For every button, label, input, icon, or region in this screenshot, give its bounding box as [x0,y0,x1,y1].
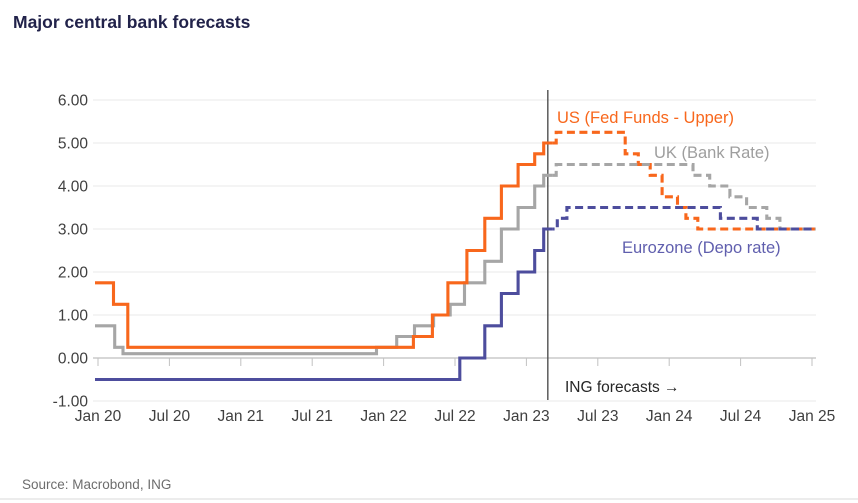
eurozone-depo-history-line [95,227,553,382]
source-note: Source: Macrobond, ING [22,477,171,492]
x-tick-label: Jan 23 [503,408,550,425]
x-tick-label: Jul 20 [149,408,191,425]
eurozone-depo-forecast-line [552,205,816,231]
uk-bank-rate-history-line [95,173,553,356]
x-tick-label: Jul 21 [292,408,333,425]
series-label-eurozone: Eurozone (Depo rate) [622,239,781,257]
x-tick-label: Jan 21 [218,408,265,425]
y-tick-label: 2.00 [58,265,89,282]
us-fed-funds-forecast-line [552,130,816,231]
us-fed-funds-history-line [95,141,553,349]
y-tick-label: 3.00 [58,222,89,239]
y-tick-label: 4.00 [58,179,89,196]
x-tick-label: Jan 24 [646,408,693,425]
page-title: Major central bank forecasts [13,12,251,32]
forecast-annotation: ING forecasts → [565,379,680,396]
x-tick-label: Jul 22 [434,408,475,425]
uk-bank-rate-forecast-line [552,162,816,231]
y-tick-label: -1.00 [53,394,89,411]
x-tick-label: Jul 24 [720,408,762,425]
x-tick-label: Jan 20 [75,408,122,425]
x-tick-label: Jul 23 [577,408,618,425]
y-axis: 6.00 5.00 4.00 3.00 2.00 1.00 0.00 -1.00 [53,93,89,411]
y-tick-label: 1.00 [58,308,89,325]
y-tick-label: 0.00 [58,351,89,368]
series-label-us: US (Fed Funds - Upper) [557,109,734,127]
series-label-uk: UK (Bank Rate) [654,144,770,162]
x-axis: Jan 20 Jul 20 Jan 21 Jul 21 Jan 22 Jul 22 Jan … [75,358,836,425]
y-tick-label: 6.00 [58,93,89,110]
x-tick-label: Jan 22 [360,408,407,425]
x-tick-label: Jan 25 [789,408,836,425]
y-tick-label: 5.00 [58,136,89,153]
